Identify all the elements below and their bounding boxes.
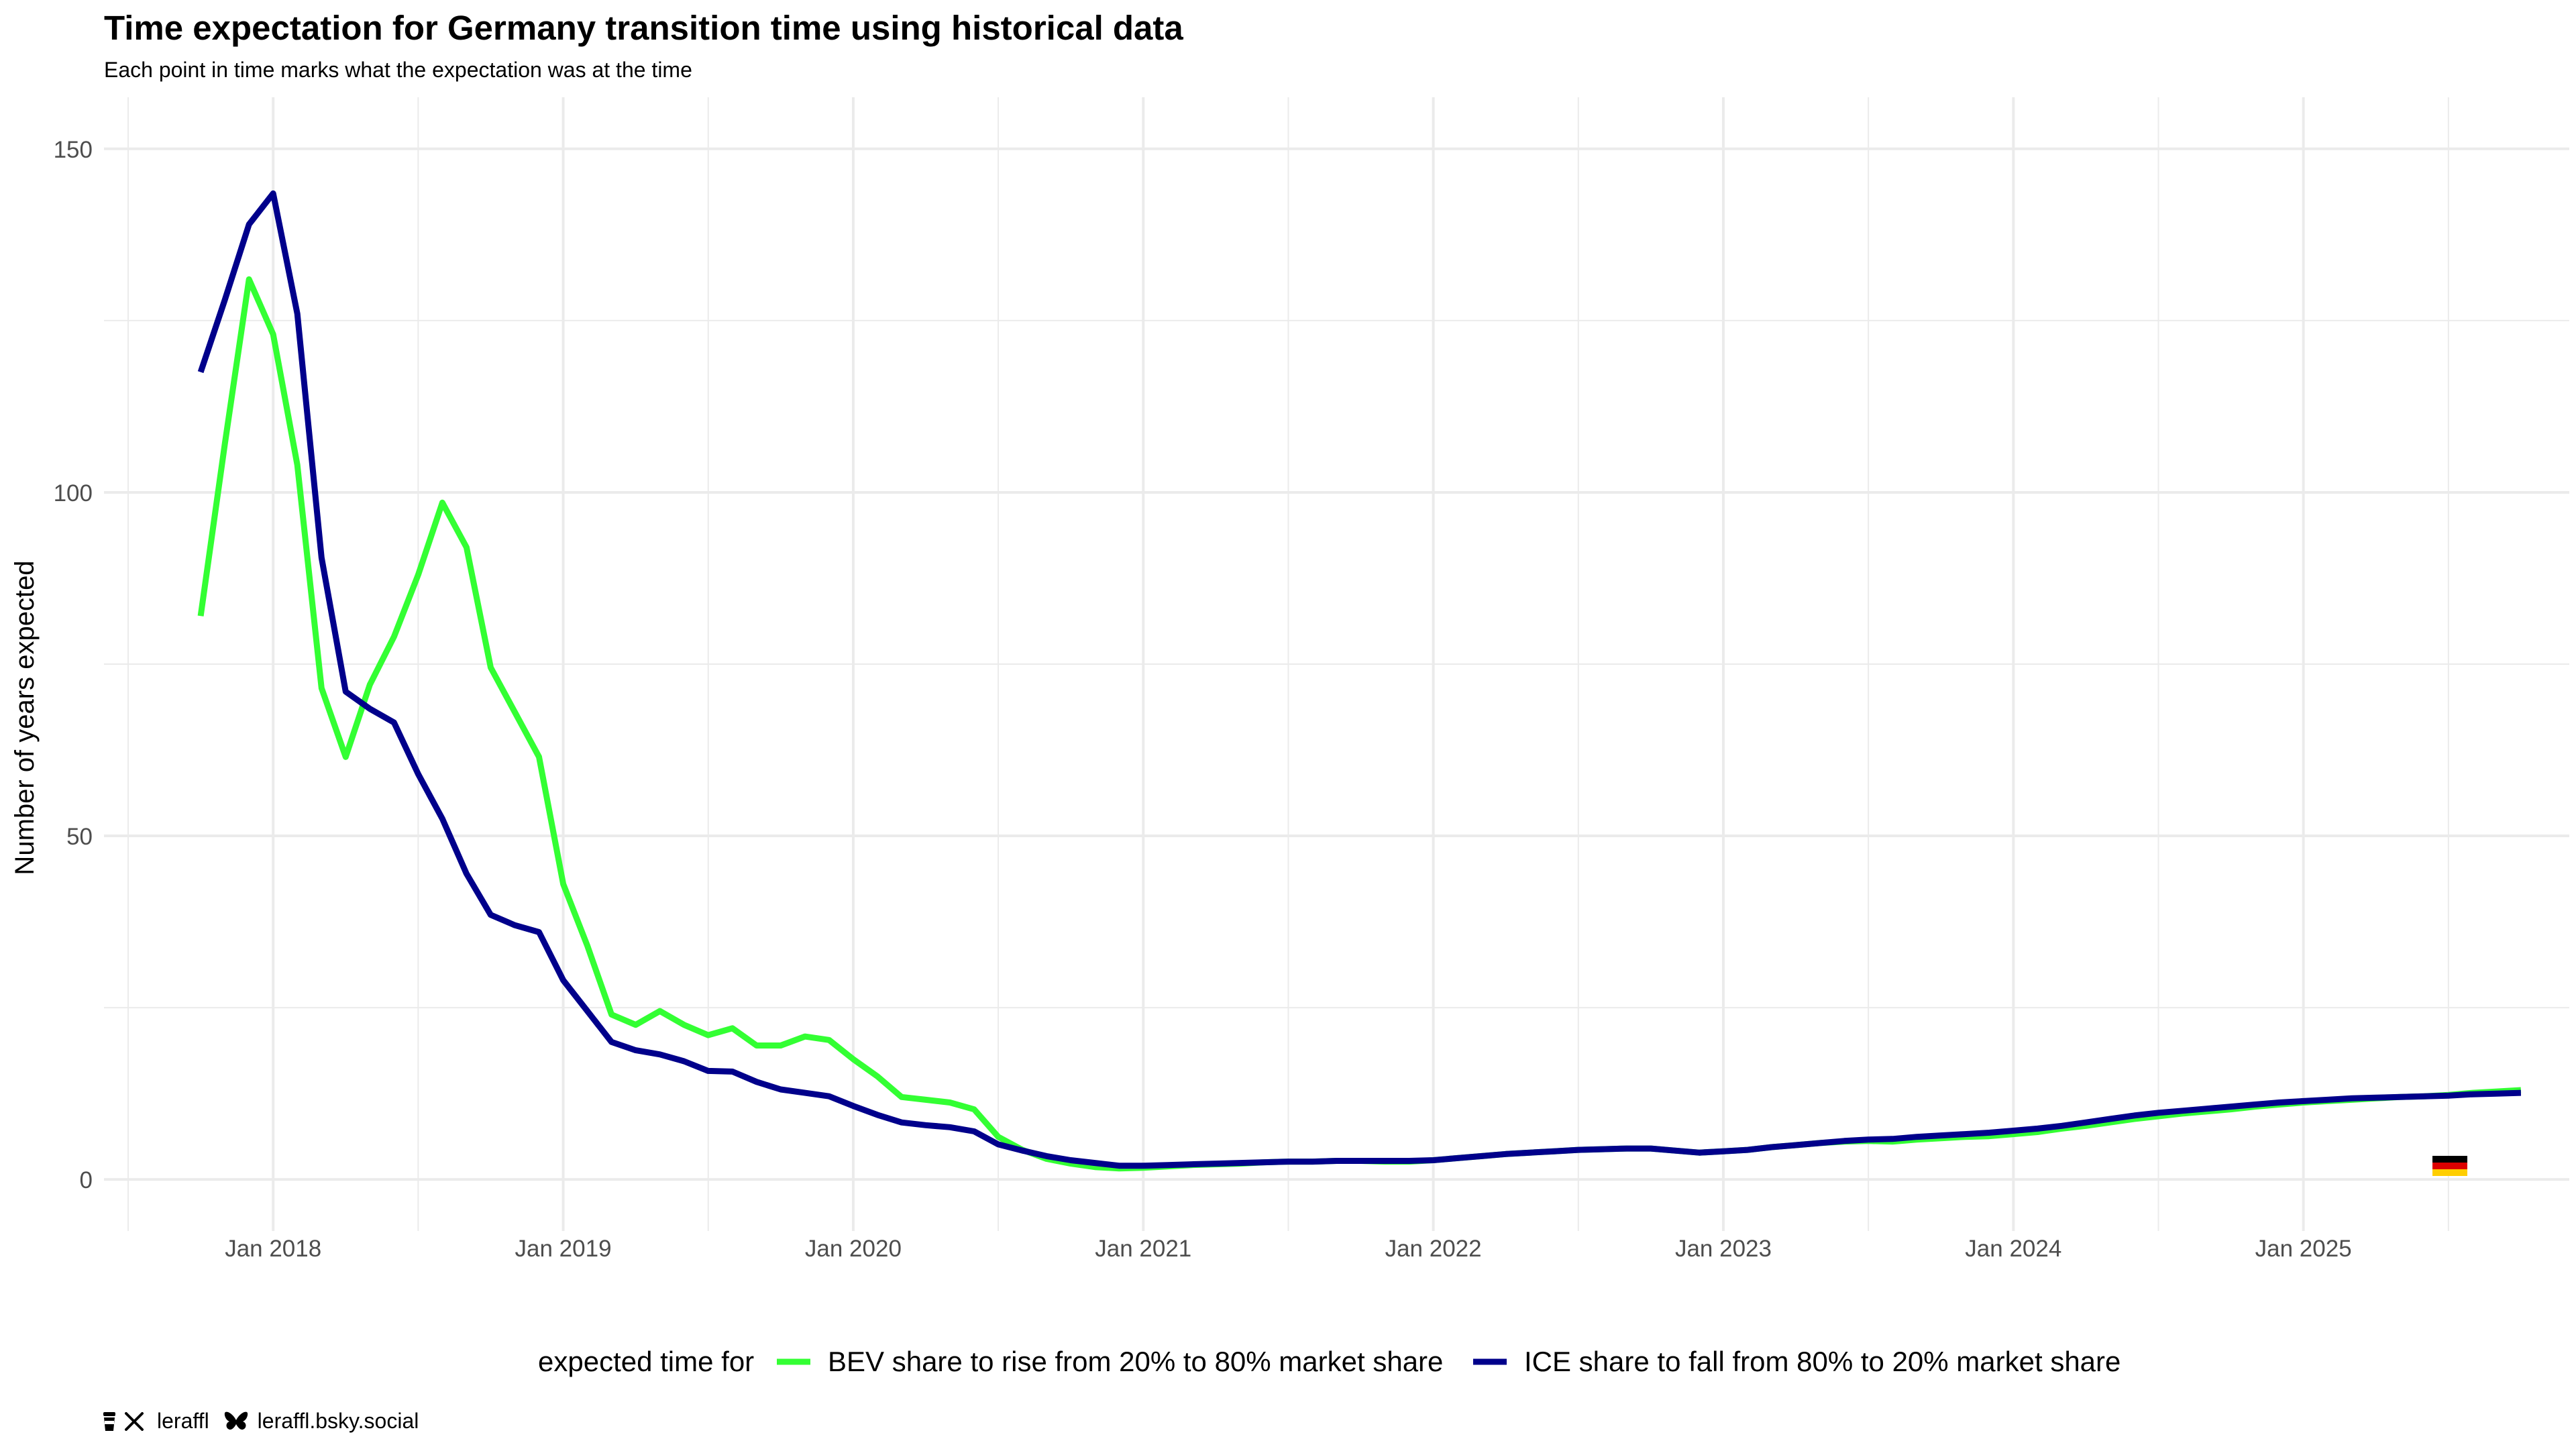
x-tick-label: Jan 2020 [805, 1236, 902, 1262]
credits: leraffl leraffl.bsky.social [102, 1409, 419, 1434]
y-tick-label: 150 [54, 137, 93, 163]
series-line-ice [197, 190, 2522, 1169]
x-logo-icon [125, 1411, 144, 1431]
major-gridlines [104, 97, 2569, 1231]
y-axis-ticks: 0 50 100 150 [54, 137, 93, 1193]
bluesky-handle-text: leraffl.bsky.social [257, 1409, 419, 1433]
y-tick-label: 50 [66, 824, 93, 850]
minor-gridlines [104, 97, 2569, 1231]
x-axis-ticks: Jan 2018 Jan 2019 Jan 2020 Jan 2021 Jan 2022… [225, 1236, 2352, 1262]
x-tick-label: Jan 2022 [1385, 1236, 1482, 1262]
x-tick-label: Jan 2023 [1675, 1236, 1772, 1262]
x-tick-label: Jan 2019 [515, 1236, 612, 1262]
series-lines [197, 190, 2522, 1172]
butterfly-icon [224, 1411, 248, 1432]
x-tick-label: Jan 2025 [2255, 1236, 2352, 1262]
chart-title: Time expectation for Germany transition … [104, 9, 1183, 47]
y-tick-label: 100 [54, 480, 93, 506]
chart-subtitle: Each point in time marks what the expect… [104, 58, 692, 82]
x-tick-label: Jan 2018 [225, 1236, 321, 1262]
legend-label-bev: BEV share to rise from 20% to 80% market… [828, 1346, 1443, 1377]
legend: expected time for BEV share to rise from… [538, 1346, 2121, 1377]
germany-flag-icon [2432, 1156, 2467, 1176]
x-tick-label: Jan 2021 [1095, 1236, 1191, 1262]
y-tick-label: 0 [80, 1167, 93, 1193]
coffee-cup-icon [102, 1411, 117, 1432]
legend-label-ice: ICE share to fall from 80% to 20% market… [1524, 1346, 2121, 1377]
x-tick-label: Jan 2024 [1965, 1236, 2061, 1262]
legend-title: expected time for [538, 1346, 754, 1377]
series-line-bev [197, 276, 2522, 1172]
handle-text: leraffl [157, 1409, 209, 1433]
y-axis-label: Number of years expected [10, 560, 40, 875]
